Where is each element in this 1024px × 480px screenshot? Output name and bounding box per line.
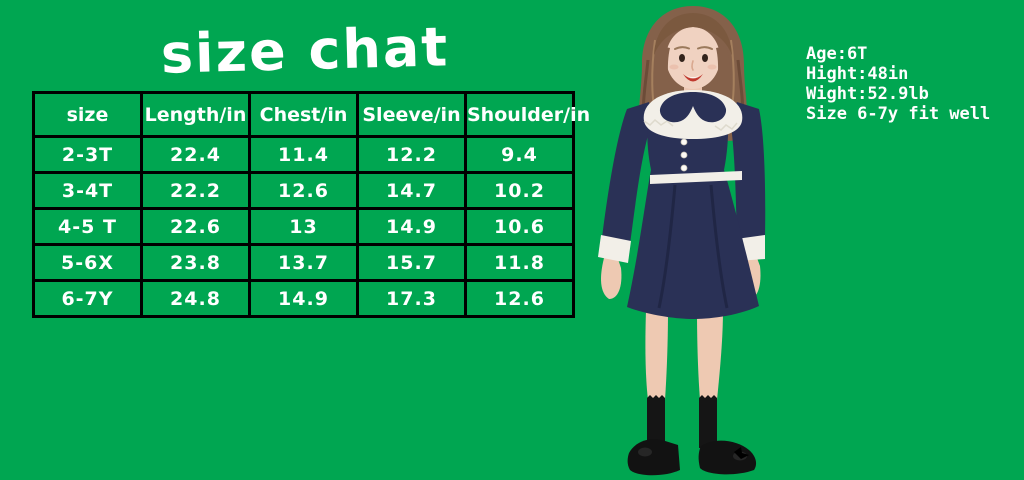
cell-sleeve: 14.7 [356,171,467,210]
cell-length: 22.4 [140,135,251,174]
cell-length: 22.6 [140,207,251,246]
cell-shoulder: 11.8 [464,243,575,282]
size-table: size Length/in Chest/in Sleeve/in Should… [32,91,590,318]
col-header-sleeve: Sleeve/in [356,91,467,138]
col-header-size: size [32,91,143,138]
cell-chest: 13 [248,207,359,246]
cell-sleeve: 14.9 [356,207,467,246]
girl-socks [647,395,717,448]
dress-waistband [650,171,742,184]
cell-size: 6-7Y [32,279,143,318]
dress-sleeves [602,102,766,244]
dress-collar [643,90,743,139]
table-row: 5-6X 23.8 13.7 15.7 11.8 [32,243,575,282]
page-title: size chat [160,15,450,86]
cell-shoulder: 10.2 [464,171,575,210]
cell-chest: 11.4 [248,135,359,174]
cell-length: 23.8 [140,243,251,282]
girl-eyes [679,54,708,62]
cell-sleeve: 12.2 [356,135,467,174]
girl-nose [691,60,694,71]
dress-skirt [627,170,759,319]
girl-eyebrow-left [674,46,690,50]
size-table-header: size Length/in Chest/in Sleeve/in Should… [32,91,590,138]
girl-face [654,13,732,122]
girl-legs [645,310,723,400]
model-weight: Wight:52.9lb [806,84,929,104]
table-row: 2-3T 22.4 11.4 12.2 9.4 [32,135,575,174]
girl-shoes [627,439,757,476]
model-age: Age:6T [806,44,868,64]
cell-shoulder: 10.6 [464,207,575,246]
table-row: 6-7Y 24.8 14.9 17.3 12.6 [32,279,575,318]
cell-size: 5-6X [32,243,143,282]
cell-sleeve: 15.7 [356,243,467,282]
cell-shoulder: 9.4 [464,135,575,174]
cell-length: 22.2 [140,171,251,210]
cell-chest: 14.9 [248,279,359,318]
girl-bangs [654,13,732,55]
size-table-body: 2-3T 22.4 11.4 12.2 9.4 3-4T 22.2 12.6 1… [32,135,575,318]
model-fit-note: Size 6-7y fit well [806,104,991,124]
model-info: Age:6T Hight:48in Wight:52.9lb Size 6-7y… [806,44,990,124]
cell-chest: 12.6 [248,171,359,210]
col-header-shoulder: Shoulder/in [464,91,590,138]
col-header-length: Length/in [140,91,251,138]
cell-shoulder: 12.6 [464,279,575,318]
girl-in-navy-dress-photo [598,6,766,476]
table-row: 4-5 T 22.6 13 14.9 10.6 [32,207,575,246]
cell-length: 24.8 [140,279,251,318]
table-row: 3-4T 22.2 12.6 14.7 10.2 [32,171,575,210]
cell-size: 3-4T [32,171,143,210]
girl-mouth [683,74,703,82]
cell-sleeve: 17.3 [356,279,467,318]
table-header-row: size Length/in Chest/in Sleeve/in Should… [32,91,590,138]
cell-size: 4-5 T [32,207,143,246]
model-height: Hight:48in [806,64,909,84]
cell-size: 2-3T [32,135,143,174]
col-header-chest: Chest/in [248,91,359,138]
girl-eyebrow-right [697,46,713,50]
cell-chest: 13.7 [248,243,359,282]
